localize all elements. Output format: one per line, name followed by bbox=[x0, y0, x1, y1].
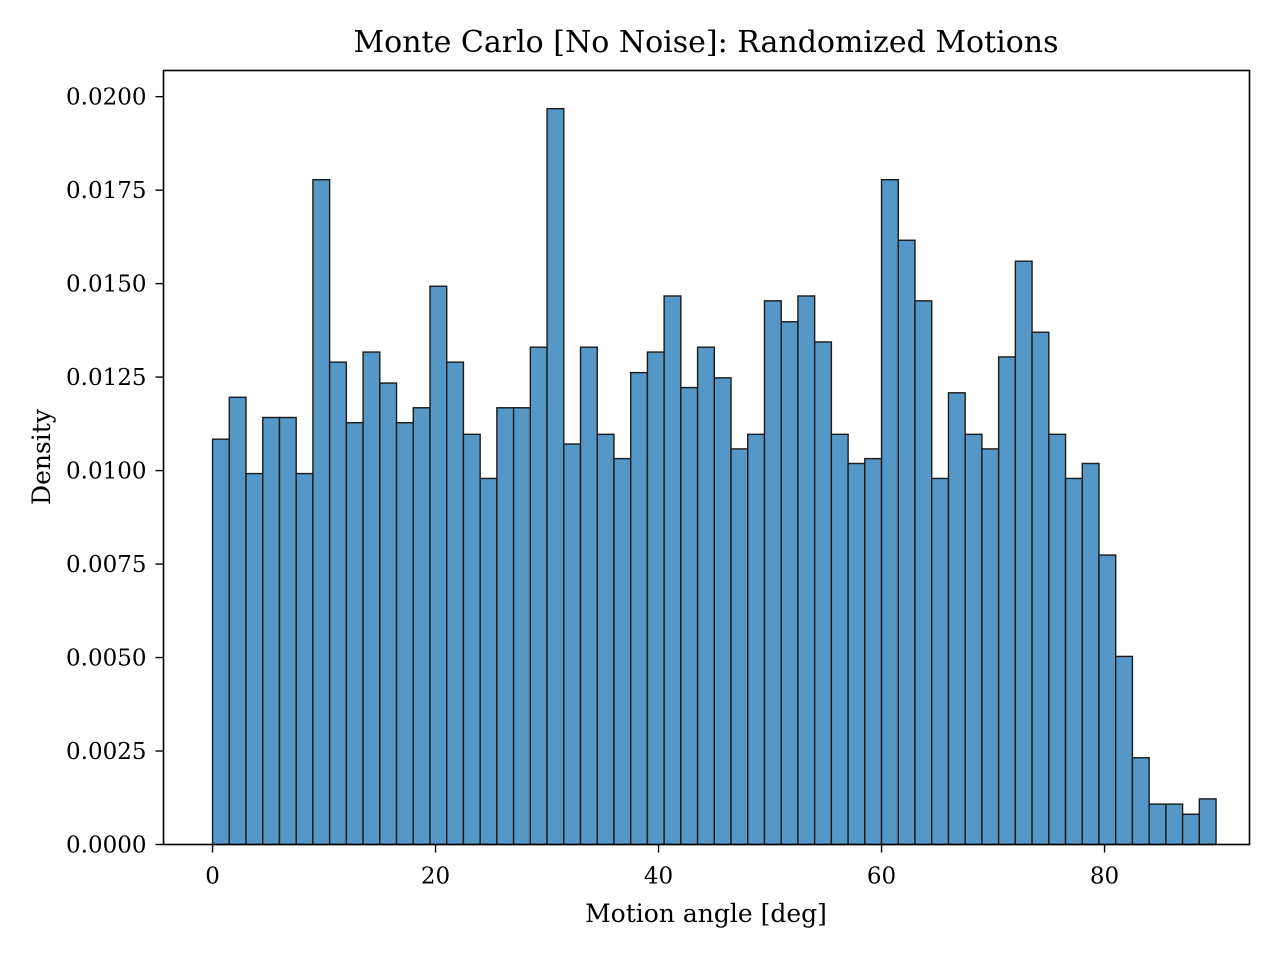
x-tick-label: 20 bbox=[421, 864, 450, 890]
x-axis-label: Motion angle [deg] bbox=[585, 899, 827, 928]
histogram-bar bbox=[880, 178, 899, 846]
histogram-bar bbox=[379, 382, 398, 846]
histogram-bar bbox=[947, 392, 966, 846]
histogram-bar bbox=[1064, 477, 1083, 846]
y-tick-label: 0.0200 bbox=[66, 85, 146, 111]
histogram-bar bbox=[579, 346, 598, 846]
histogram-bar bbox=[747, 433, 766, 846]
histogram-bar bbox=[1115, 655, 1134, 846]
histogram-bar bbox=[1098, 554, 1117, 846]
y-tick-label: 0.0125 bbox=[66, 365, 146, 391]
y-tick-label: 0.0075 bbox=[66, 552, 146, 578]
histogram-bar bbox=[395, 422, 414, 846]
histogram-bar bbox=[563, 443, 582, 846]
histogram-bar bbox=[1031, 331, 1050, 846]
histogram-bar bbox=[278, 416, 297, 846]
histogram-bar bbox=[479, 477, 498, 846]
histogram-bar bbox=[897, 239, 916, 846]
y-axis-ticks: 0.0000 0.0025 0.0050 0.0075 0.0100 0.0125 0.01… bbox=[66, 85, 164, 859]
histogram-bar bbox=[914, 300, 933, 846]
histogram-bar bbox=[412, 407, 431, 846]
histogram-bar bbox=[228, 396, 247, 846]
y-tick-label: 0.0150 bbox=[66, 272, 146, 298]
histogram-bar bbox=[1048, 433, 1067, 846]
y-tick-label: 0.0025 bbox=[66, 739, 146, 765]
histogram-bar bbox=[362, 351, 381, 846]
histogram-bar bbox=[512, 407, 532, 846]
histogram-bar bbox=[964, 433, 983, 846]
x-tick-label: 40 bbox=[644, 864, 673, 890]
y-tick-label: 0.0175 bbox=[66, 178, 146, 204]
x-tick-label: 80 bbox=[1090, 864, 1119, 890]
histogram-bar bbox=[646, 351, 665, 846]
y-tick-label: 0.0050 bbox=[66, 646, 146, 672]
histogram-bar bbox=[864, 457, 883, 846]
histogram-bar bbox=[546, 107, 565, 846]
histogram-bar bbox=[295, 472, 314, 846]
histogram-bar bbox=[496, 407, 515, 846]
histogram-bar bbox=[680, 386, 699, 846]
histogram-bar bbox=[997, 356, 1017, 846]
histogram-bar bbox=[529, 346, 548, 846]
histogram-bar bbox=[830, 433, 849, 846]
histogram-bar bbox=[245, 472, 264, 846]
histogram-bar bbox=[211, 438, 230, 846]
histogram-bar bbox=[763, 300, 782, 846]
histogram-bar bbox=[797, 295, 816, 846]
histogram-bar bbox=[931, 477, 950, 846]
x-tick-label: 0 bbox=[205, 864, 220, 890]
histogram-bar bbox=[462, 433, 481, 846]
plot-frame bbox=[162, 69, 1251, 846]
histogram-bar bbox=[1165, 803, 1184, 846]
x-tick-label: 60 bbox=[867, 864, 896, 890]
histogram-bar bbox=[780, 321, 799, 846]
histogram-bar bbox=[312, 178, 331, 846]
histogram-bar bbox=[429, 285, 448, 846]
histogram-bar bbox=[1181, 813, 1201, 846]
histogram-bar bbox=[262, 416, 281, 846]
y-tick-label: 0.0000 bbox=[66, 833, 146, 859]
histogram-bar bbox=[613, 457, 632, 846]
histogram-bar bbox=[1131, 757, 1150, 846]
histogram-bar bbox=[696, 346, 716, 846]
histogram-bar bbox=[730, 448, 749, 846]
chart-title: Monte Carlo [No Noise]: Randomized Motio… bbox=[353, 25, 1058, 60]
histogram-bar bbox=[663, 295, 682, 846]
histogram-bar bbox=[713, 377, 732, 846]
x-axis-ticks: 0 20 40 60 80 bbox=[205, 844, 1119, 890]
histogram-bar bbox=[345, 422, 364, 846]
bars-group bbox=[211, 107, 1217, 846]
histogram-bar bbox=[1198, 798, 1217, 846]
histogram-bar bbox=[446, 361, 465, 846]
histogram-bar bbox=[1148, 803, 1167, 846]
histogram-bar bbox=[596, 433, 615, 846]
histogram-bar bbox=[981, 448, 1000, 846]
histogram-bar bbox=[1081, 462, 1100, 846]
y-axis-label: Density bbox=[27, 408, 56, 505]
histogram-bar bbox=[629, 371, 649, 846]
y-tick-label: 0.0100 bbox=[66, 459, 146, 485]
histogram-bar bbox=[813, 341, 833, 846]
histogram-bar bbox=[847, 462, 866, 846]
histogram-bar bbox=[328, 361, 348, 846]
histogram-bar bbox=[1014, 260, 1033, 846]
